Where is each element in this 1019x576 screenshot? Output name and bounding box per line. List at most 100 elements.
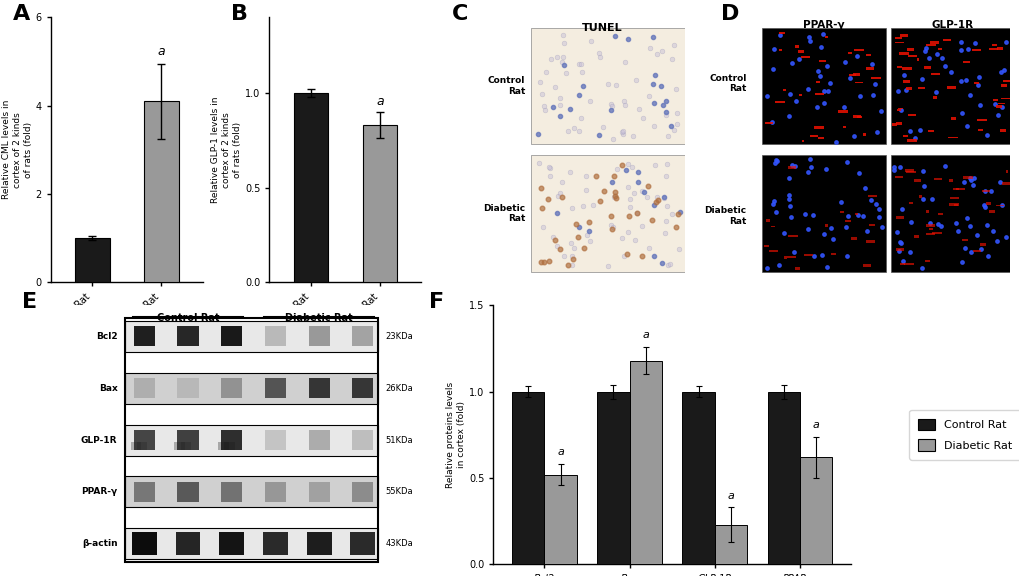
Bar <box>895 37 901 39</box>
Point <box>571 222 587 231</box>
Point <box>889 86 905 96</box>
Point <box>868 127 884 136</box>
Bar <box>865 67 872 70</box>
Point <box>555 252 572 261</box>
Point <box>913 263 929 272</box>
Point <box>549 191 566 200</box>
Point <box>928 220 945 229</box>
Bar <box>787 256 795 257</box>
Point <box>648 50 664 59</box>
Point <box>614 126 631 135</box>
Point <box>986 100 1003 109</box>
Point <box>976 202 993 211</box>
Bar <box>996 105 1002 108</box>
Point <box>575 202 591 211</box>
Text: a: a <box>812 420 819 430</box>
Point <box>553 57 570 66</box>
Point <box>565 254 581 263</box>
Point <box>665 40 682 50</box>
Bar <box>131 532 157 555</box>
Bar <box>265 430 285 450</box>
Point <box>822 223 839 233</box>
Point <box>657 172 674 181</box>
Point <box>812 43 828 52</box>
Point <box>826 137 843 146</box>
Point <box>799 85 815 94</box>
Point <box>551 244 568 253</box>
Point <box>979 252 996 261</box>
Point <box>659 261 676 270</box>
Point <box>839 211 855 221</box>
Point <box>608 165 625 174</box>
Bar <box>916 58 918 61</box>
Bar <box>125 476 378 507</box>
Point <box>965 173 981 182</box>
Point <box>813 250 829 259</box>
Text: Control
Rat: Control Rat <box>708 74 746 93</box>
Point <box>959 44 975 54</box>
Text: B: B <box>231 4 248 24</box>
Point <box>548 53 565 62</box>
Bar <box>897 66 901 67</box>
Point <box>764 64 781 73</box>
Point <box>635 187 651 196</box>
Bar <box>896 109 901 111</box>
Text: Bcl2: Bcl2 <box>96 332 117 341</box>
Point <box>626 236 642 245</box>
Point <box>591 48 607 58</box>
Bar <box>629 361 661 564</box>
Point <box>622 195 638 204</box>
Bar <box>913 235 918 238</box>
Bar <box>265 326 285 347</box>
Point <box>544 103 560 112</box>
Bar <box>895 122 901 124</box>
Point <box>767 155 784 164</box>
Point <box>657 108 674 117</box>
Bar <box>307 532 331 555</box>
Point <box>869 204 886 214</box>
Bar <box>988 210 995 213</box>
Bar <box>908 202 912 204</box>
Point <box>835 103 851 112</box>
Bar <box>932 178 941 180</box>
Point <box>653 47 669 56</box>
Point <box>790 55 806 64</box>
Point <box>533 89 549 98</box>
Text: Bax: Bax <box>99 384 117 393</box>
Point <box>962 175 978 184</box>
Text: Diabetic
Rat: Diabetic Rat <box>483 204 525 223</box>
Point <box>548 209 565 218</box>
Point <box>662 122 679 131</box>
Text: 23KDa: 23KDa <box>385 332 413 341</box>
Point <box>892 237 908 247</box>
Point <box>764 44 781 53</box>
Point <box>606 32 623 41</box>
Bar <box>925 224 933 227</box>
Point <box>582 37 598 46</box>
Bar <box>953 204 958 206</box>
Point <box>935 61 952 70</box>
Point <box>575 244 591 253</box>
Point <box>935 162 952 171</box>
Point <box>645 33 661 42</box>
Point <box>991 67 1008 77</box>
Bar <box>144 101 178 282</box>
Point <box>629 177 645 187</box>
Point <box>892 105 908 114</box>
Point <box>784 161 800 170</box>
Point <box>644 79 660 89</box>
Point <box>645 98 661 108</box>
Point <box>869 213 886 222</box>
Point <box>577 171 593 180</box>
Point <box>800 32 816 41</box>
Point <box>815 229 832 238</box>
Point <box>620 160 636 169</box>
Point <box>641 244 657 253</box>
Point <box>815 86 832 96</box>
Bar <box>125 373 378 404</box>
Bar <box>798 94 801 96</box>
Bar <box>913 179 919 182</box>
Point <box>602 105 619 114</box>
Point <box>613 128 630 137</box>
Point <box>621 211 637 221</box>
